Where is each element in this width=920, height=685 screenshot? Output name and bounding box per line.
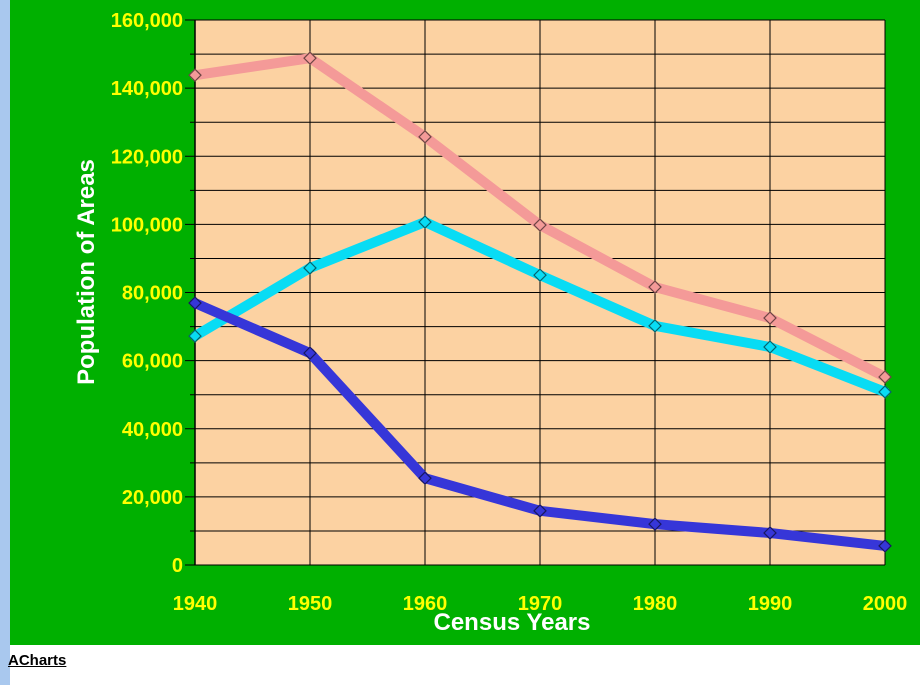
y-tick-label: 160,000 [111, 10, 183, 32]
point-marker [763, 340, 777, 354]
point-marker [418, 129, 432, 144]
x-tick-label: 1990 [748, 593, 793, 615]
point-marker [303, 51, 317, 65]
point-marker [188, 68, 202, 83]
chart: Census Years Population of Areas 0 20,000… [10, 0, 920, 645]
point-marker [533, 503, 547, 518]
y-axis-title: Population of Areas [73, 159, 100, 385]
point-marker [533, 268, 547, 282]
y-tick-label: 120,000 [111, 146, 183, 168]
point-marker [188, 296, 202, 310]
x-tick-label: 1960 [403, 593, 448, 615]
y-tick-label: 60,000 [122, 351, 183, 373]
y-tick-label: 140,000 [111, 78, 183, 100]
x-tick-label: 1940 [173, 593, 218, 615]
y-tick-label: 0 [172, 555, 183, 577]
point-marker [648, 517, 662, 531]
y-tick-label: 80,000 [122, 283, 183, 305]
point-marker [878, 539, 892, 553]
x-tick-label: 1980 [633, 593, 678, 615]
point-marker [188, 329, 202, 343]
point-marker [648, 280, 662, 294]
side-strip [0, 0, 10, 685]
y-tick-label: 100,000 [111, 214, 183, 236]
y-tick-label: 40,000 [122, 419, 183, 441]
point-marker [648, 319, 662, 333]
x-axis-title: Census Years [434, 609, 591, 636]
point-marker [533, 218, 547, 232]
x-tick-label: 2000 [863, 593, 908, 615]
point-marker [418, 471, 432, 485]
x-tick-label: 1970 [518, 593, 563, 615]
acharts-link[interactable]: ACharts [8, 652, 67, 669]
point-marker [763, 526, 777, 540]
x-tick-label: 1950 [288, 593, 333, 615]
y-tick-label: 20,000 [122, 487, 183, 509]
point-marker [418, 215, 432, 229]
point-marker [303, 261, 317, 275]
point-marker [878, 385, 892, 399]
point-marker [763, 311, 777, 325]
point-marker [303, 346, 317, 360]
point-marker [878, 370, 892, 384]
